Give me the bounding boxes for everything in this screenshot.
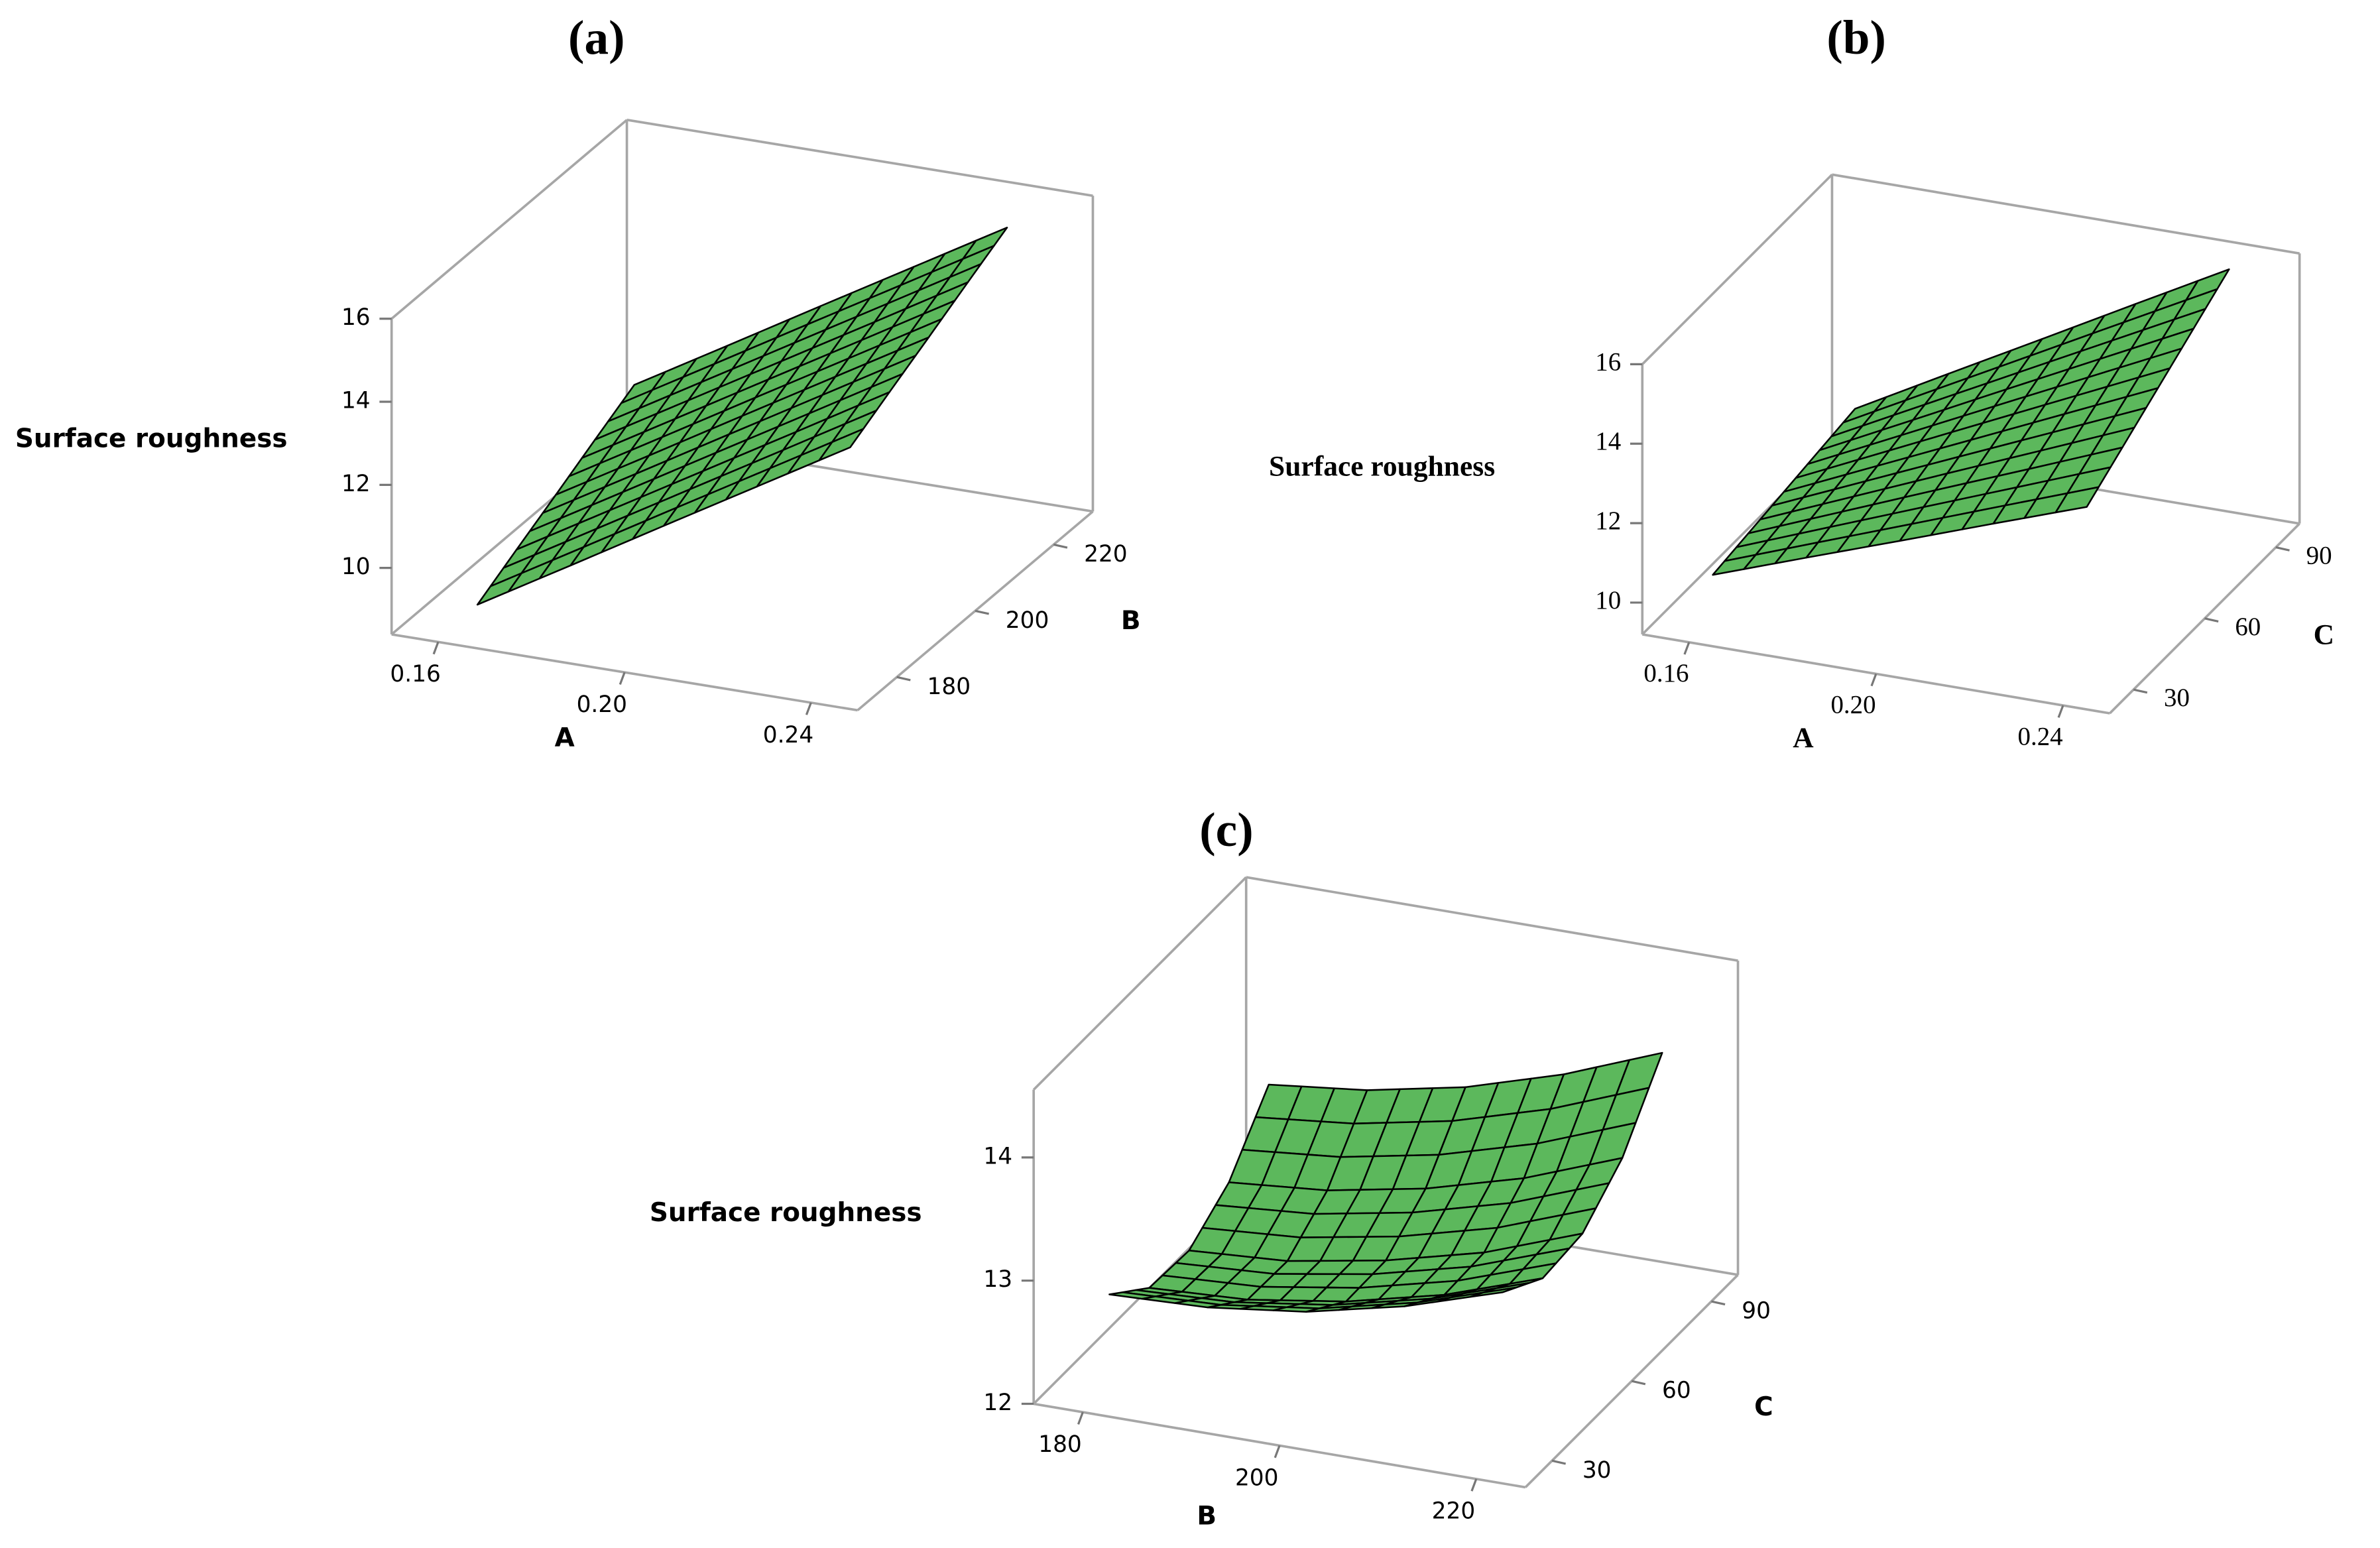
y-tick (2133, 688, 2148, 694)
y-tick (1551, 1459, 1567, 1465)
y-axis-label: C (1754, 1392, 1773, 1422)
z-axis-label: Surface roughness (650, 1198, 922, 1228)
y-tick (1631, 1380, 1646, 1386)
z-tick-label: 12 (341, 471, 371, 497)
y-tick-label: 60 (2235, 613, 2261, 641)
x-tick (2057, 705, 2064, 718)
axis-box-edge (390, 119, 628, 320)
y-tick-label: 30 (2164, 684, 2190, 712)
x-axis-label: B (1197, 1502, 1217, 1531)
z-tick-label: 14 (1595, 427, 1621, 455)
y-tick (1053, 543, 1068, 549)
panel-title: (a) (568, 11, 625, 64)
x-tick-label: 0.24 (763, 722, 813, 748)
y-tick-label: 90 (1742, 1298, 1771, 1325)
x-tick (1274, 1445, 1281, 1459)
x-tick (432, 641, 440, 655)
axis-box-edge (1832, 173, 2300, 255)
z-tick-label: 16 (341, 304, 371, 331)
y-tick-label: 60 (1662, 1378, 1691, 1404)
z-tick-label: 13 (983, 1266, 1012, 1293)
y-tick (896, 676, 911, 682)
y-tick-label: 90 (2306, 541, 2332, 569)
x-axis-label: A (1793, 722, 1814, 754)
z-tick-label: 14 (983, 1143, 1012, 1169)
x-axis-label: A (555, 723, 575, 752)
z-tick-label: 12 (1595, 506, 1621, 535)
axis-box-edge (626, 119, 1093, 198)
x-tick (805, 702, 812, 715)
y-axis-label: C (2314, 619, 2334, 650)
z-tick-label: 16 (1595, 347, 1621, 376)
x-tick-label: 0.16 (390, 661, 440, 687)
z-tick-label: 12 (983, 1390, 1012, 1416)
z-tick-label: 14 (341, 388, 371, 414)
x-tick (1683, 642, 1691, 655)
z-axis-label: Surface roughness (1269, 450, 1495, 482)
y-tick (2204, 617, 2219, 623)
surface-cell (1469, 1286, 1517, 1298)
x-tick-label: 0.20 (1830, 691, 1875, 719)
x-tick-label: 0.16 (1643, 659, 1689, 687)
surface-cell (2054, 486, 2100, 514)
x-tick-label: 220 (1432, 1498, 1476, 1525)
y-axis-label: B (1121, 606, 1141, 636)
x-tick-label: 0.20 (577, 691, 627, 718)
z-axis-label: Surface roughness (15, 424, 288, 453)
x-tick-label: 200 (1235, 1464, 1279, 1491)
x-tick (619, 672, 626, 685)
panel-title: (b) (1826, 11, 1886, 64)
x-tick-label: 0.24 (2018, 722, 2063, 750)
x-tick (1470, 1478, 1478, 1492)
y-tick (975, 609, 989, 615)
axis-box-edge (1641, 173, 1833, 365)
axis-box-edge (1032, 876, 1248, 1091)
surface-cell (818, 428, 864, 461)
z-tick-label: 10 (1595, 586, 1621, 615)
y-tick-label: 220 (1084, 541, 1128, 567)
panel-title: (c) (1199, 803, 1253, 857)
y-tick (1711, 1300, 1726, 1306)
z-tick-label: 10 (341, 554, 371, 580)
y-tick-label: 30 (1582, 1457, 1612, 1484)
x-tick (1077, 1411, 1084, 1425)
y-tick-label: 200 (1006, 607, 1049, 634)
y-tick (2275, 546, 2290, 552)
x-tick (1870, 673, 1877, 687)
axis-box-edge (1246, 876, 1738, 962)
y-tick-label: 180 (927, 674, 971, 700)
x-tick-label: 180 (1038, 1431, 1082, 1458)
